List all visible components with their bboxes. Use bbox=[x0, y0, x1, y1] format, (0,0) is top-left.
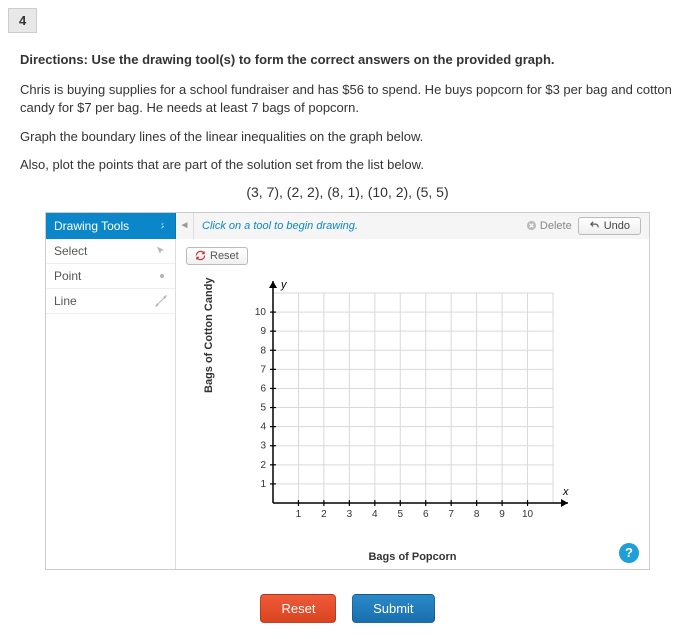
line-icon bbox=[155, 295, 167, 307]
undo-icon bbox=[589, 220, 600, 231]
drawing-panel: Drawing Tools ◄ Click on a tool to begin… bbox=[45, 212, 650, 570]
x-axis-label: Bags of Popcorn bbox=[203, 551, 623, 563]
svg-text:10: 10 bbox=[254, 307, 266, 318]
svg-text:2: 2 bbox=[260, 460, 266, 471]
refresh-icon bbox=[195, 250, 206, 261]
svg-text:5: 5 bbox=[397, 509, 403, 520]
svg-text:1: 1 bbox=[295, 509, 301, 520]
tool-point[interactable]: Point bbox=[46, 264, 175, 289]
delete-icon bbox=[526, 220, 537, 231]
svg-text:1: 1 bbox=[260, 479, 266, 490]
svg-text:10: 10 bbox=[521, 509, 533, 520]
toolbar-hint: Click on a tool to begin drawing. bbox=[194, 213, 518, 239]
svg-text:8: 8 bbox=[260, 345, 266, 356]
toolbar-header: Drawing Tools ◄ Click on a tool to begin… bbox=[46, 213, 649, 239]
svg-text:5: 5 bbox=[260, 402, 266, 413]
point-icon bbox=[157, 271, 167, 281]
y-axis-label: Bags of Cotton Candy bbox=[203, 277, 215, 393]
graph-wrap: Bags of Cotton Candy 1 2 3 4 5 6 7 8 9 10 1 2 3 4 5 6 7 8… bbox=[203, 273, 623, 563]
svg-text:3: 3 bbox=[346, 509, 352, 520]
svg-text:x: x bbox=[562, 486, 569, 498]
svg-text:6: 6 bbox=[422, 509, 428, 520]
delete-button[interactable]: Delete bbox=[526, 220, 572, 232]
toolbar-body: Select Point Line Reset Bags of Cotton C… bbox=[46, 239, 649, 569]
directions-p2: Graph the boundary lines of the linear i… bbox=[20, 128, 675, 146]
tool-line-label: Line bbox=[54, 294, 77, 308]
directions-block: Directions: Use the drawing tool(s) to f… bbox=[20, 51, 675, 174]
svg-text:9: 9 bbox=[499, 509, 505, 520]
undo-button[interactable]: Undo bbox=[578, 217, 641, 235]
submit-button[interactable]: Submit bbox=[352, 594, 434, 623]
tool-point-label: Point bbox=[54, 269, 81, 283]
directions-p1: Chris is buying supplies for a school fu… bbox=[20, 81, 675, 117]
collapse-arrow-icon[interactable]: ◄ bbox=[176, 213, 194, 239]
directions-head: Directions: Use the drawing tool(s) to f… bbox=[20, 51, 675, 69]
svg-text:4: 4 bbox=[260, 422, 266, 433]
directions-p3: Also, plot the points that are part of t… bbox=[20, 156, 675, 174]
canvas-reset-label: Reset bbox=[210, 250, 239, 262]
toolbar-title: Drawing Tools bbox=[46, 213, 176, 239]
undo-label: Undo bbox=[604, 220, 630, 232]
svg-text:2: 2 bbox=[321, 509, 327, 520]
footer-buttons: Reset Submit bbox=[0, 582, 695, 639]
cursor-icon bbox=[155, 245, 167, 257]
svg-text:7: 7 bbox=[448, 509, 454, 520]
delete-label: Delete bbox=[540, 220, 572, 232]
canvas-reset-button[interactable]: Reset bbox=[186, 247, 248, 265]
svg-text:y: y bbox=[280, 279, 288, 291]
graph-grid[interactable]: 1 2 3 4 5 6 7 8 9 10 1 2 3 4 5 6 7 8 9 10 y x bbox=[243, 273, 603, 533]
svg-text:7: 7 bbox=[260, 364, 266, 375]
svg-text:8: 8 bbox=[473, 509, 479, 520]
help-button[interactable]: ? bbox=[619, 543, 639, 563]
toolbar-title-text: Drawing Tools bbox=[54, 213, 129, 239]
reset-button[interactable]: Reset bbox=[260, 594, 336, 623]
tool-select-label: Select bbox=[54, 244, 87, 258]
svg-text:6: 6 bbox=[260, 383, 266, 394]
svg-text:3: 3 bbox=[260, 441, 266, 452]
svg-text:4: 4 bbox=[372, 509, 378, 520]
tool-line[interactable]: Line bbox=[46, 289, 175, 314]
svg-text:9: 9 bbox=[260, 326, 266, 337]
tool-select[interactable]: Select bbox=[46, 239, 175, 264]
toolbar-actions: Delete Undo bbox=[518, 213, 649, 239]
canvas-topbar: Reset bbox=[182, 245, 643, 273]
question-number: 4 bbox=[8, 8, 37, 33]
tool-column: Select Point Line bbox=[46, 239, 176, 569]
pin-icon bbox=[157, 221, 167, 231]
coordinate-list: (3, 7), (2, 2), (8, 1), (10, 2), (5, 5) bbox=[0, 184, 695, 200]
canvas-area: Reset Bags of Cotton Candy 1 2 3 4 5 6 7 8 9 10 1 2… bbox=[176, 239, 649, 569]
